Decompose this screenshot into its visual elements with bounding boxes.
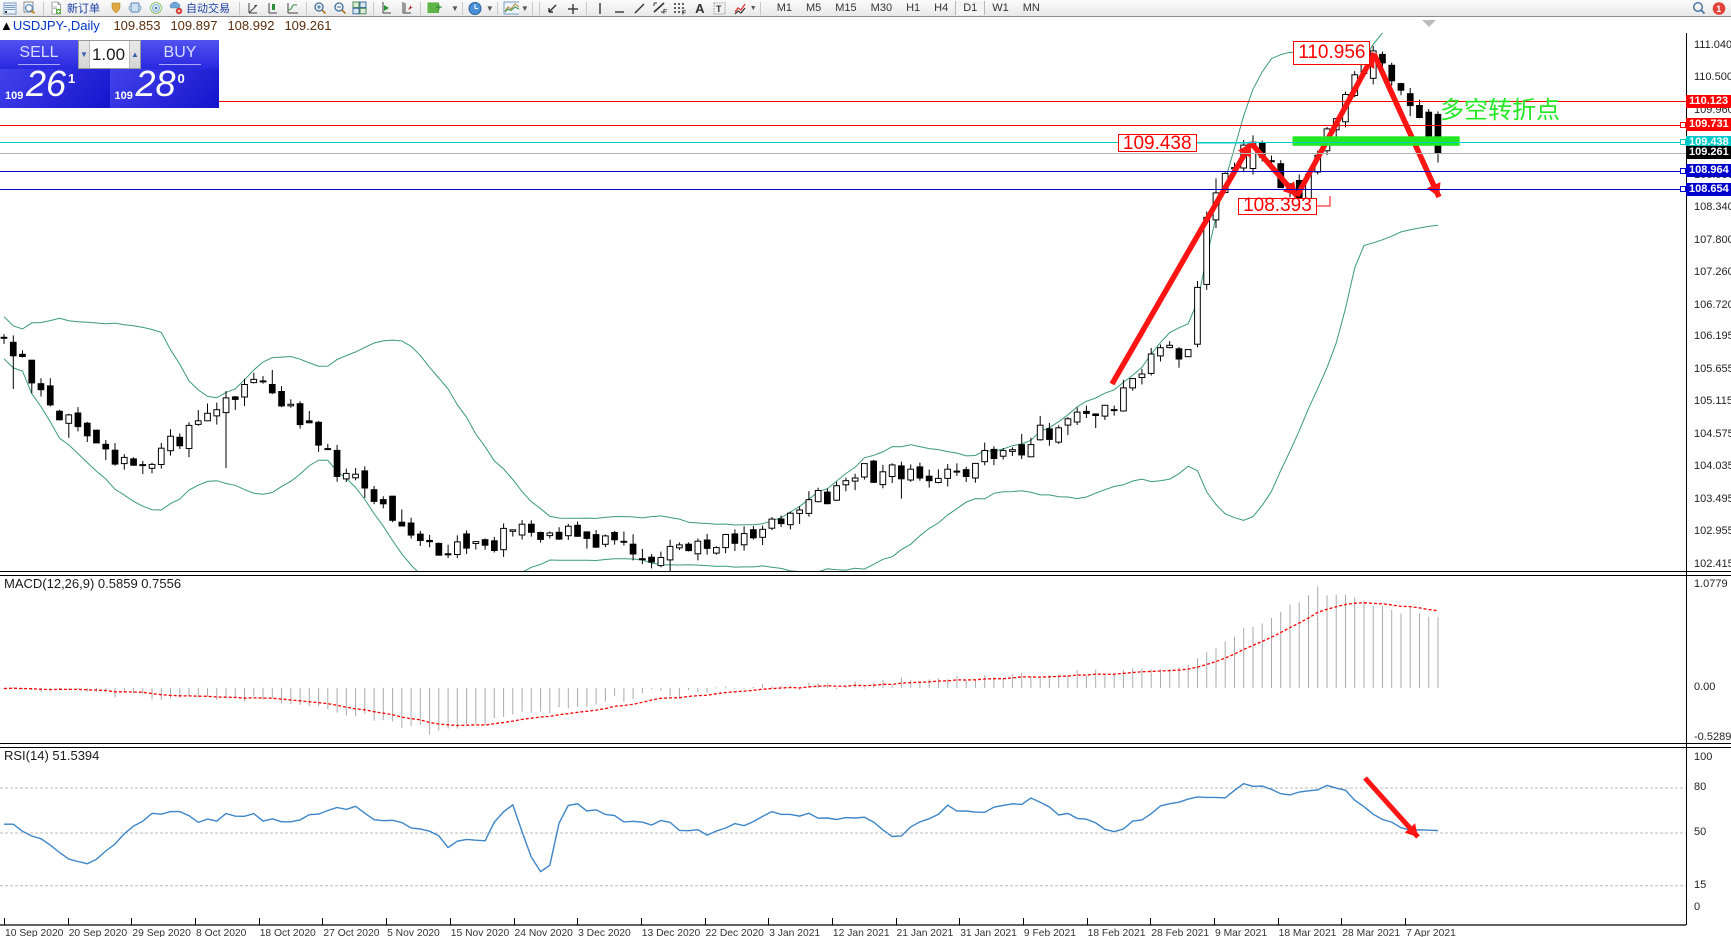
svg-text:1: 1 [1716,4,1721,14]
svg-text:T: T [716,4,722,14]
svg-text:F: F [682,10,686,15]
svg-text:F: F [663,9,667,15]
